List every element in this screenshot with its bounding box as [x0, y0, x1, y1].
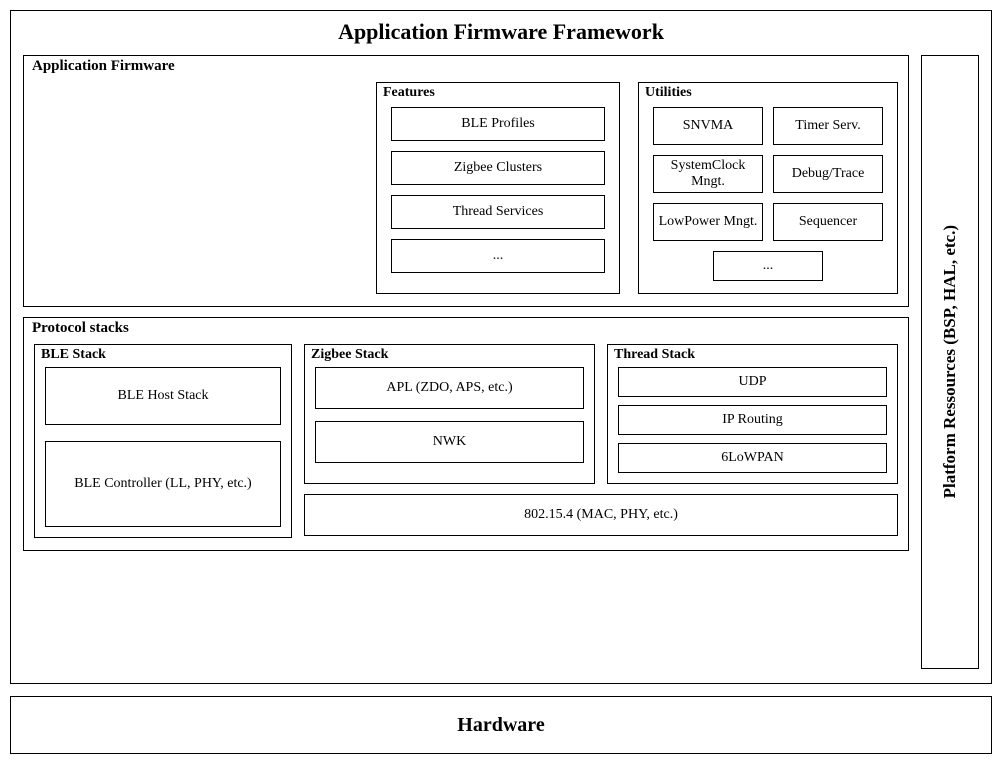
thread-layer: UDP: [618, 367, 887, 397]
ble-layer: BLE Host Stack: [45, 367, 281, 425]
application-firmware-title: Application Firmware: [30, 58, 177, 75]
platform-resources-label: Platform Ressources (BSP, HAL, etc.): [940, 225, 960, 498]
ble-layer: BLE Controller (LL, PHY, etc.): [45, 441, 281, 527]
platform-resources-box: Platform Ressources (BSP, HAL, etc.): [921, 55, 979, 669]
hardware-box: Hardware: [10, 696, 992, 754]
protocol-stacks-box: Protocol stacks BLE Stack BLE Host Stack…: [23, 317, 909, 551]
feature-item: Zigbee Clusters: [391, 151, 605, 185]
utility-item: SNVMA: [653, 107, 763, 145]
utility-item: Debug/Trace: [773, 155, 883, 193]
framework-title: Application Firmware Framework: [23, 11, 979, 51]
thread-stack-box: Thread Stack UDP IP Routing 6LoWPAN: [607, 344, 898, 484]
zigbee-stack-title: Zigbee Stack: [311, 347, 388, 363]
protocol-stacks-title: Protocol stacks: [30, 320, 131, 337]
zigbee-stack-box: Zigbee Stack APL (ZDO, APS, etc.) NWK: [304, 344, 595, 484]
ble-stack-title: BLE Stack: [41, 347, 106, 363]
zigbee-layer: APL (ZDO, APS, etc.): [315, 367, 584, 409]
utility-item: Timer Serv.: [773, 107, 883, 145]
feature-item-more: ...: [391, 239, 605, 273]
thread-layer: IP Routing: [618, 405, 887, 435]
utilities-title: Utilities: [645, 85, 692, 101]
framework-box: Application Firmware Framework Applicati…: [10, 10, 992, 684]
mac-phy-layer: 802.15.4 (MAC, PHY, etc.): [304, 494, 898, 536]
zigbee-layer: NWK: [315, 421, 584, 463]
feature-item: BLE Profiles: [391, 107, 605, 141]
thread-layer: 6LoWPAN: [618, 443, 887, 473]
utility-item: Sequencer: [773, 203, 883, 241]
hardware-label: Hardware: [457, 714, 544, 737]
utility-item: SystemClock Mngt.: [653, 155, 763, 193]
features-box: Features BLE Profiles Zigbee Clusters Th…: [376, 82, 620, 294]
thread-stack-title: Thread Stack: [614, 347, 695, 363]
utilities-box: Utilities SNVMA Timer Serv. SystemClock …: [638, 82, 898, 294]
features-title: Features: [383, 85, 435, 101]
application-firmware-box: Application Firmware Features BLE Profil…: [23, 55, 909, 307]
feature-item: Thread Services: [391, 195, 605, 229]
utility-item: LowPower Mngt.: [653, 203, 763, 241]
ble-stack-box: BLE Stack BLE Host Stack BLE Controller …: [34, 344, 292, 538]
utility-item-more: ...: [713, 251, 823, 281]
